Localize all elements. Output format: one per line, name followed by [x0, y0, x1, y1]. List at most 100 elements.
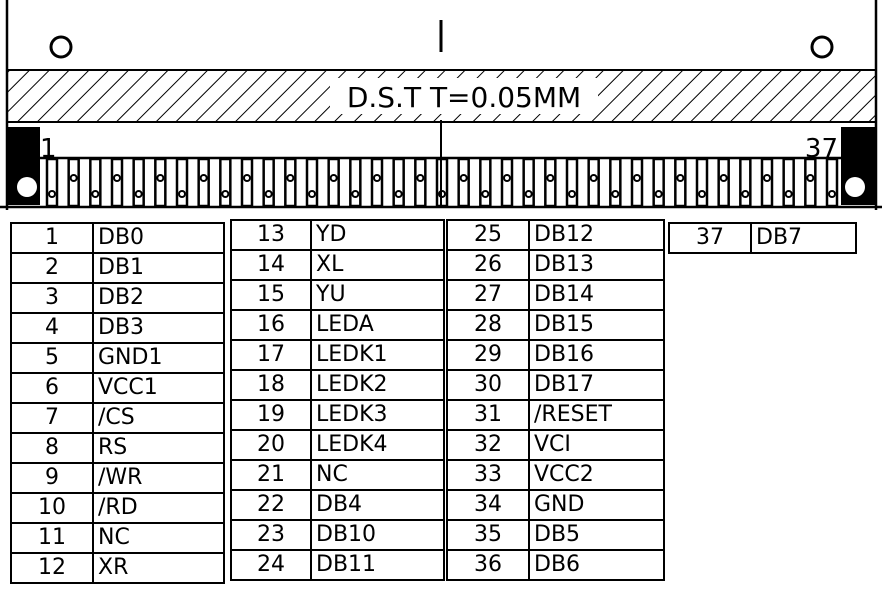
finger-via — [156, 174, 165, 182]
alignment-hole-left — [17, 177, 37, 197]
gold-finger — [652, 157, 665, 208]
pin-number: 21 — [230, 459, 312, 491]
signal-name: XL — [310, 249, 445, 281]
finger-via — [69, 174, 78, 182]
gold-finger — [804, 157, 817, 208]
pin-number: 19 — [230, 399, 312, 431]
gold-finger — [349, 157, 362, 208]
gold-finger — [435, 157, 449, 208]
pin-number: 26 — [446, 249, 530, 281]
mounting-hole-right — [810, 35, 834, 59]
gold-finger — [760, 157, 774, 208]
pin-number: 28 — [446, 309, 530, 341]
table-row: 8 RS — [10, 432, 225, 464]
table-row: 10/RD — [10, 492, 225, 524]
finger-via — [524, 190, 533, 198]
signal-name: DB14 — [528, 279, 665, 311]
pin-number: 13 — [230, 219, 312, 251]
finger-via — [199, 174, 208, 182]
finger-via — [373, 174, 381, 182]
table-row: 26 DB13 — [446, 249, 665, 281]
finger-via — [438, 190, 446, 198]
pin-number: 18 — [230, 369, 312, 401]
gold-finger — [522, 157, 535, 208]
table-row: 34 GND — [446, 489, 665, 521]
gold-finger — [739, 157, 752, 208]
table-row: 27 DB14 — [446, 279, 665, 311]
gold-finger — [587, 157, 600, 208]
signal-name: DB4 — [310, 489, 445, 521]
signal-name: VCI — [528, 429, 665, 461]
pin-number: 8 — [10, 432, 94, 464]
gold-finger — [219, 157, 232, 208]
finger-via — [134, 190, 143, 198]
mounting-hole-left — [49, 35, 73, 59]
gold-finger — [89, 157, 102, 208]
signal-name: /CS — [92, 402, 225, 434]
finger-via — [546, 174, 555, 182]
pin-number: 30 — [446, 369, 530, 401]
table-row: 4 DB3 — [10, 312, 225, 344]
pin-number: 23 — [230, 519, 312, 551]
signal-name: LEDK4 — [310, 429, 445, 461]
finger-via — [763, 174, 771, 182]
table-row: 11 NC — [10, 522, 225, 554]
gold-finger — [414, 157, 427, 208]
finger-via — [416, 174, 425, 182]
pin-number: 12 — [10, 552, 94, 584]
table-row: 25 DB12 — [446, 219, 665, 251]
pin-number: 2 — [10, 252, 94, 284]
signal-name: DB12 — [528, 219, 665, 251]
gold-finger — [674, 157, 687, 208]
signal-name: LEDK3 — [310, 399, 445, 431]
finger-via — [633, 174, 641, 182]
signal-name: DB5 — [528, 519, 665, 551]
finger-via — [568, 190, 576, 198]
finger-via — [719, 174, 728, 182]
pin-number: 4 — [10, 312, 94, 344]
signal-name: /RESET — [528, 399, 665, 431]
signal-name: NC — [310, 459, 445, 491]
pin-number: 22 — [230, 489, 312, 521]
table-row: 18 LEDK2 — [230, 369, 445, 401]
pin-table: 1 DB0 2 DB1 3 DB2 4 DB3 5 GND1 6 VCC1 7/CS 8 RS 9/WR 10/… — [10, 222, 225, 584]
finger-via — [113, 174, 121, 182]
signal-name: LEDA — [310, 309, 445, 341]
signal-name: YU — [310, 279, 445, 311]
signal-name: /WR — [92, 462, 225, 494]
pin-number: 34 — [446, 489, 530, 521]
table-row: 22 DB4 — [230, 489, 445, 521]
gold-finger — [630, 157, 644, 208]
gold-finger — [305, 157, 319, 208]
table-row: 36 DB6 — [446, 549, 665, 581]
table-row: 3 DB2 — [10, 282, 225, 314]
table-row: 23 DB10 — [230, 519, 445, 551]
gold-finger — [262, 157, 275, 208]
table-row: 31/RESET — [446, 399, 665, 431]
gold-finger — [565, 157, 579, 208]
table-row: 29 DB16 — [446, 339, 665, 371]
pin-number: 25 — [446, 219, 530, 251]
pin-first-label: 1 — [40, 134, 57, 164]
gold-finger — [67, 157, 80, 208]
finger-via — [654, 190, 663, 198]
pin-number: 36 — [446, 549, 530, 581]
gold-finger — [825, 157, 839, 208]
finger-via — [308, 190, 316, 198]
table-row: 7/CS — [10, 402, 225, 434]
signal-name: GND — [528, 489, 665, 521]
pin-number: 24 — [230, 549, 312, 581]
signal-name: DB3 — [92, 312, 225, 344]
gold-finger — [544, 157, 557, 208]
finger-via — [806, 174, 815, 182]
finger-via — [481, 190, 490, 198]
table-row: 1 DB0 — [10, 222, 225, 254]
table-row: 19 LEDK3 — [230, 399, 445, 431]
finger-via — [828, 190, 836, 198]
signal-name: DB7 — [750, 222, 857, 254]
pin-number: 10 — [10, 492, 94, 524]
gold-finger — [370, 157, 384, 208]
finger-via — [676, 174, 685, 182]
finger-via — [329, 174, 338, 182]
signal-name: NC — [92, 522, 225, 554]
